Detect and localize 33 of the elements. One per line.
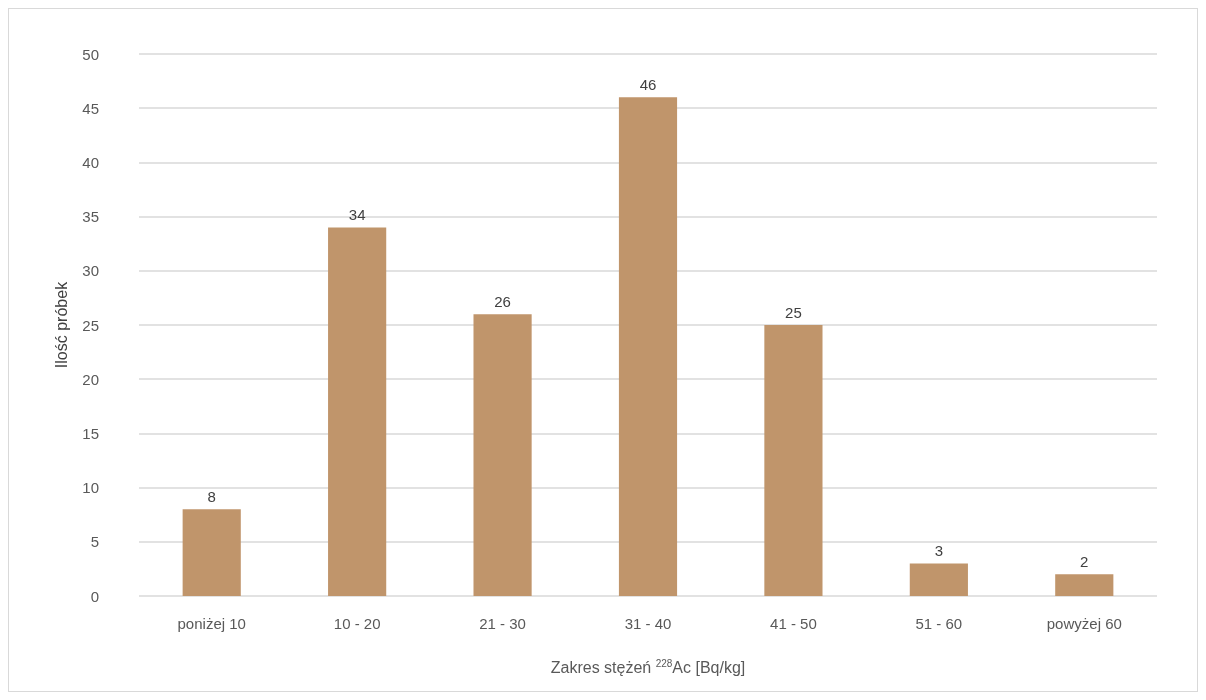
data-label: 46 — [639, 76, 657, 94]
y-tick-label: 50 — [82, 45, 99, 63]
data-label: 26 — [494, 293, 511, 311]
y-tick-label: 45 — [82, 99, 99, 117]
bar — [764, 325, 823, 596]
bar — [618, 97, 678, 596]
x-tick-label: 41 - 50 — [770, 615, 817, 632]
y-axis-title: Ilość próbek — [52, 280, 70, 369]
x-tick-label: poniżej 10 — [177, 615, 246, 632]
bar — [328, 227, 387, 596]
x-tick-label: powyżej 60 — [1046, 615, 1122, 632]
data-label: 2 — [1080, 553, 1089, 571]
data-label: 3 — [934, 542, 944, 560]
x-tick-label: 10 - 20 — [333, 615, 381, 632]
y-tick-label: 10 — [82, 479, 99, 497]
y-tick-label: 40 — [82, 153, 99, 171]
x-tick-label: 21 - 30 — [479, 615, 526, 632]
y-tick-label: 15 — [82, 424, 99, 442]
data-label: 34 — [348, 206, 366, 224]
data-label: 25 — [785, 304, 802, 321]
bar — [473, 314, 532, 596]
y-tick-label: 35 — [82, 208, 99, 226]
bar — [1055, 574, 1114, 596]
bar — [909, 563, 968, 596]
y-tick-label: 20 — [82, 370, 99, 388]
y-tick-label: 5 — [90, 533, 99, 551]
y-tick-label: 25 — [82, 316, 99, 334]
data-label: 8 — [207, 488, 216, 506]
x-tick-label: 31 - 40 — [624, 615, 672, 632]
y-tick-label: 0 — [90, 587, 99, 605]
bar — [182, 509, 241, 596]
x-tick-label: 51 - 60 — [915, 615, 963, 632]
y-tick-label: 30 — [82, 262, 99, 280]
